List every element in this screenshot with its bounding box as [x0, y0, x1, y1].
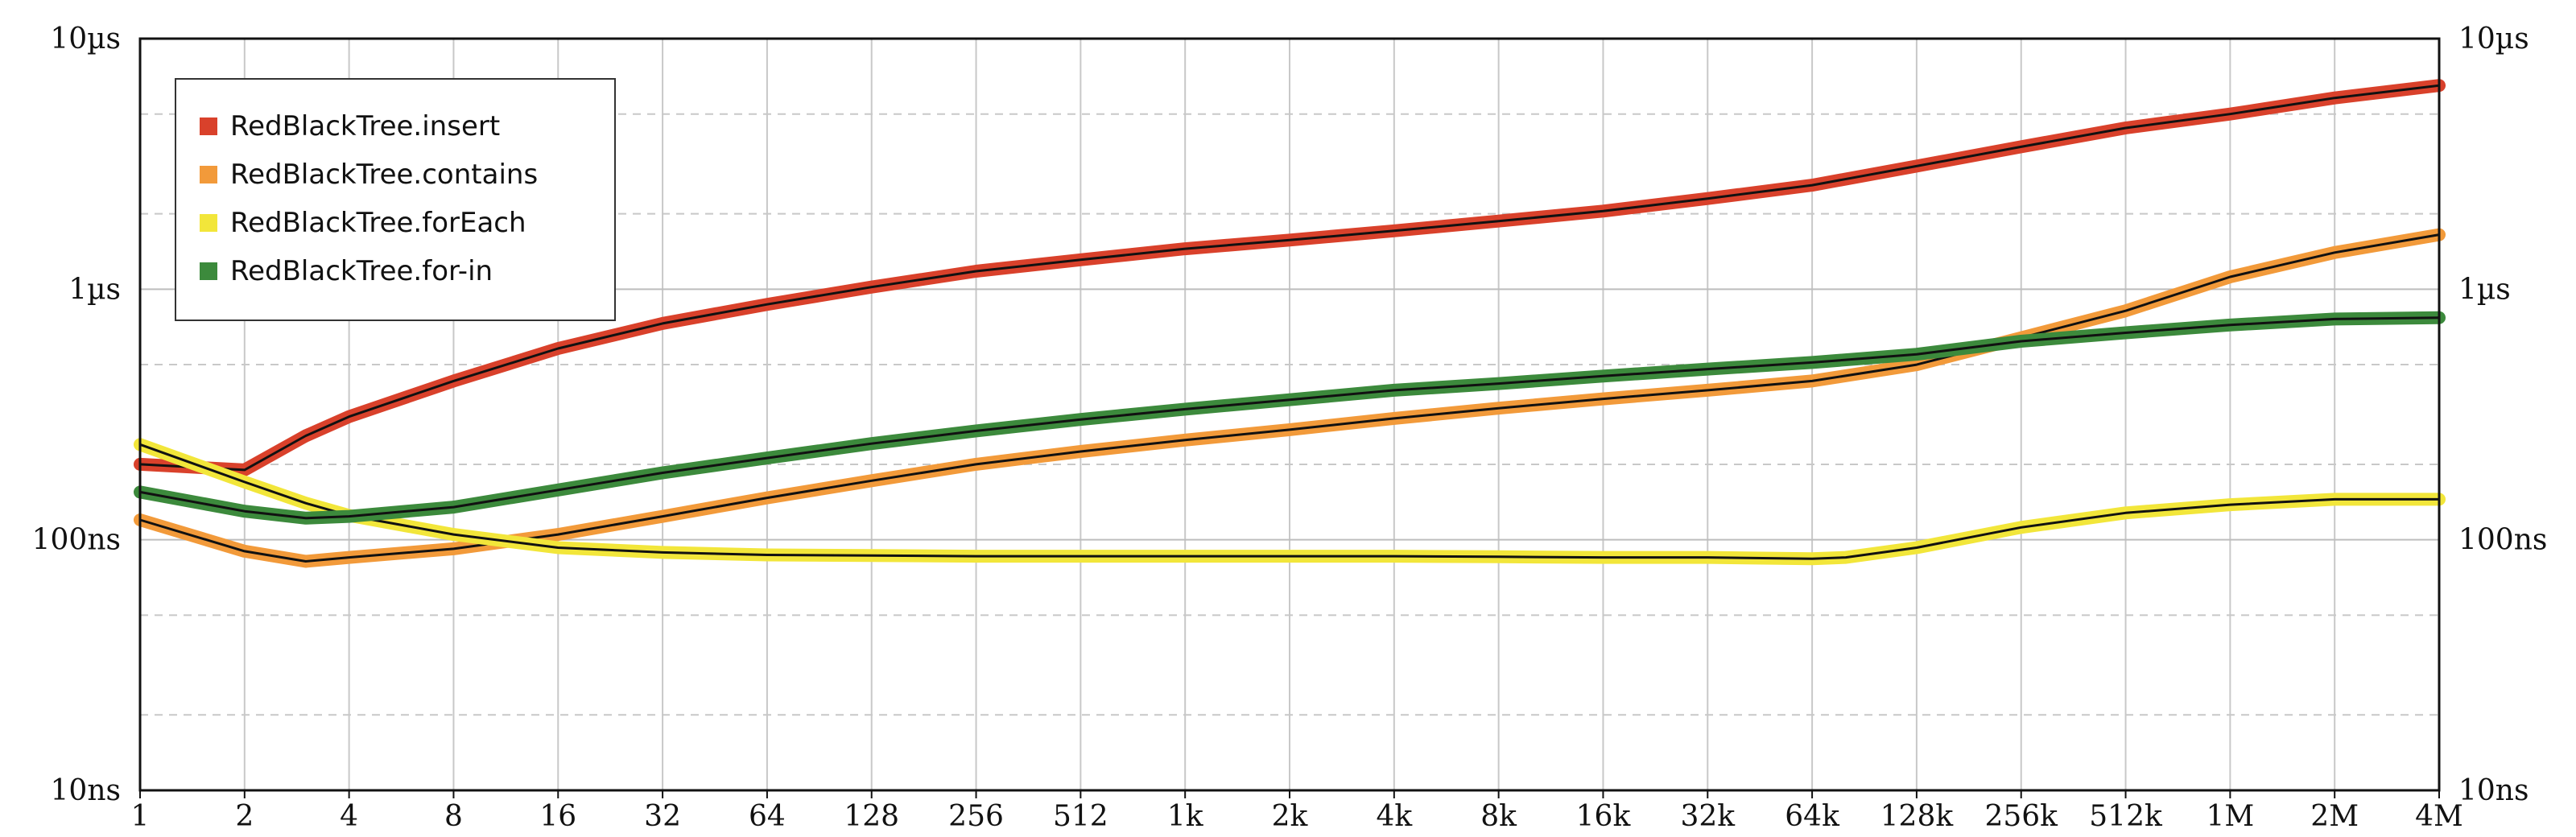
- x-tick-label: 2M: [2310, 800, 2359, 833]
- y-tick-label-left: 100ns: [32, 524, 121, 557]
- x-tick-label: 1k: [1167, 800, 1204, 833]
- x-tick-label: 64k: [1785, 800, 1840, 833]
- legend-swatch: [200, 118, 217, 135]
- x-tick-label: 1: [131, 800, 150, 833]
- x-tick-label: 8k: [1480, 800, 1517, 833]
- x-tick-label: 256: [948, 800, 1004, 833]
- series-line-2: [138, 443, 2441, 560]
- legend-swatch: [200, 166, 217, 183]
- y-tick-label-left: 1µs: [68, 273, 121, 306]
- x-tick-label: 1M: [2206, 800, 2254, 833]
- axis-layer: 1 2 4 8 16 32 64 128 256 512 1k 2k 4k 8k 16k 32k 64k 128k…: [32, 23, 2548, 833]
- x-tick-label: 512k: [2089, 800, 2163, 833]
- y-tick-label-right: 100ns: [2458, 524, 2547, 557]
- legend-swatch: [200, 262, 217, 280]
- series-line-1: [138, 233, 2441, 563]
- x-tick-label: 2k: [1272, 800, 1309, 833]
- y-tick-label-left: 10ns: [51, 774, 121, 807]
- legend-entry-label: RedBlackTree.insert: [230, 110, 500, 142]
- x-tick-label: 256k: [1984, 800, 2058, 833]
- series-line-0: [138, 84, 2441, 472]
- series-layer: [134, 79, 2446, 568]
- x-tick-label: 128: [844, 800, 899, 833]
- legend-entry-label: RedBlackTree.forEach: [230, 207, 526, 239]
- legend-box: [175, 78, 616, 321]
- y-tick-label-right: 10µs: [2458, 23, 2529, 56]
- y-tick-label-right: 10ns: [2458, 774, 2529, 807]
- x-tick-label: 512: [1053, 800, 1108, 833]
- x-tick-label: 4M: [2415, 800, 2463, 833]
- legend-swatch: [200, 214, 217, 232]
- x-tick-label: 32k: [1680, 800, 1736, 833]
- x-tick-label: 8: [444, 800, 463, 833]
- x-tick-label: 32: [644, 800, 681, 833]
- legend-entry-label: RedBlackTree.contains: [230, 159, 538, 191]
- series-line-3: [138, 316, 2441, 520]
- x-tick-label: 4: [340, 800, 358, 833]
- x-tick-label: 16: [539, 800, 576, 833]
- legend-entry-label: RedBlackTree.for-in: [230, 255, 493, 287]
- y-tick-label-right: 1µs: [2458, 273, 2511, 306]
- y-tick-label-left: 10µs: [50, 23, 121, 56]
- legend: RedBlackTree.insert RedBlackTree.contains…: [175, 78, 616, 321]
- x-tick-label: 64: [749, 800, 786, 833]
- x-tick-label: 2: [235, 800, 254, 833]
- x-tick-label: 4k: [1376, 800, 1413, 833]
- plot-frame: [138, 37, 2441, 792]
- x-tick-label: 16k: [1576, 800, 1632, 833]
- x-tick-label: 128k: [1880, 800, 1955, 833]
